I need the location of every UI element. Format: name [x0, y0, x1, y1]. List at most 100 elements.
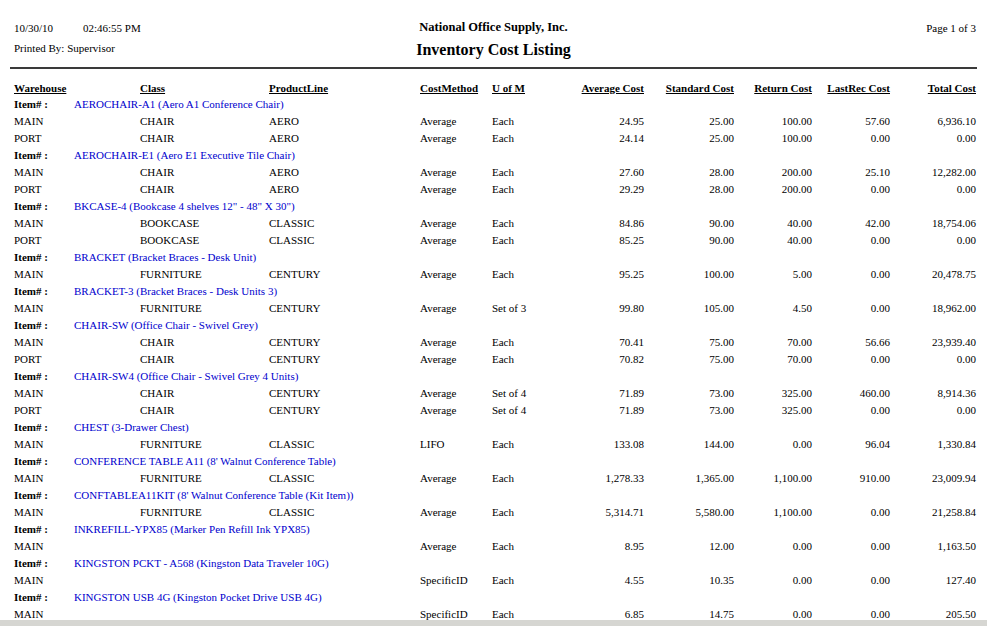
item-code-link[interactable]: AEROCHAIR-A1 (Aero A1 Conference Chair): [74, 96, 284, 113]
cell-average-cost: 24.95: [552, 113, 644, 130]
col-header-lastrec-cost: LastRec Cost: [812, 80, 890, 97]
cell-return-cost: 40.00: [734, 215, 812, 232]
cell-class: CHAIR: [140, 113, 269, 130]
item-code-link[interactable]: CONFTABLEA11KIT (8' Walnut Conference Ta…: [74, 487, 353, 504]
cell-class: CHAIR: [140, 351, 269, 368]
item-number-label: Item# :: [14, 487, 74, 504]
cell-uofm: Each: [492, 351, 552, 368]
cell-costmethod: Average: [420, 504, 492, 521]
cell-costmethod: SpecificID: [420, 572, 492, 589]
cell-costmethod: LIFO: [420, 436, 492, 453]
cell-productline: CENTURY: [269, 385, 420, 402]
cell-average-cost: 95.25: [552, 266, 644, 283]
cell-productline: CENTURY: [269, 266, 420, 283]
warehouse-data-row: MAIN FURNITURE CENTURY Average Set of 3 …: [0, 300, 987, 317]
item-number-label: Item# :: [14, 317, 74, 334]
cell-lastrec-cost: 460.00: [812, 385, 890, 402]
cell-lastrec-cost: 0.00: [812, 181, 890, 198]
col-header-costmethod: CostMethod: [420, 80, 492, 97]
warehouse-data-row: PORT CHAIR AERO Average Each 24.14 25.00…: [0, 130, 987, 147]
cell-return-cost: 100.00: [734, 113, 812, 130]
cell-uofm: Set of 4: [492, 385, 552, 402]
cell-uofm: Each: [492, 266, 552, 283]
item-code-link[interactable]: BRACKET (Bracket Braces - Desk Unit): [74, 249, 256, 266]
item-code-link[interactable]: CONFERENCE TABLE A11 (8' Walnut Conferen…: [74, 453, 336, 470]
cell-productline: [269, 572, 420, 589]
cell-return-cost: 200.00: [734, 181, 812, 198]
cell-class: FURNITURE: [140, 470, 269, 487]
warehouse-data-row: MAIN FURNITURE CLASSIC Average Each 1,27…: [0, 470, 987, 487]
cell-standard-cost: 90.00: [644, 232, 734, 249]
cell-class: CHAIR: [140, 181, 269, 198]
cell-standard-cost: 1,365.00: [644, 470, 734, 487]
warehouse-data-row: MAIN FURNITURE CLASSIC Average Each 5,31…: [0, 504, 987, 521]
cell-total-cost: 23,009.94: [890, 470, 976, 487]
warehouse-data-row: PORT CHAIR AERO Average Each 29.29 28.00…: [0, 181, 987, 198]
cell-warehouse: MAIN: [14, 164, 140, 181]
item-header-row: Item# : KINGSTON USB 4G (Kingston Pocket…: [0, 589, 987, 606]
cell-total-cost: 0.00: [890, 351, 976, 368]
cell-total-cost: 21,258.84: [890, 504, 976, 521]
item-header-row: Item# : CHAIR-SW4 (Office Chair - Swivel…: [0, 368, 987, 385]
warehouse-data-row: MAIN Average Each 8.95 12.00 0.00 0.00 1…: [0, 538, 987, 555]
cell-lastrec-cost: 96.04: [812, 436, 890, 453]
cell-total-cost: 23,939.40: [890, 334, 976, 351]
cell-average-cost: 27.60: [552, 164, 644, 181]
item-header-row: Item# : CHEST (3-Drawer Chest): [0, 419, 987, 436]
cell-standard-cost: 5,580.00: [644, 504, 734, 521]
item-code-link[interactable]: BKCASE-4 (Bookcase 4 shelves 12" - 48" X…: [74, 198, 295, 215]
item-number-label: Item# :: [14, 555, 74, 572]
warehouse-data-row: MAIN CHAIR AERO Average Each 27.60 28.00…: [0, 164, 987, 181]
item-code-link[interactable]: KINGSTON PCKT - A568 (Kingston Data Trav…: [74, 555, 329, 572]
item-code-link[interactable]: KINGSTON USB 4G (Kingston Pocket Drive U…: [74, 589, 322, 606]
cell-total-cost: 18,754.06: [890, 215, 976, 232]
cell-return-cost: 0.00: [734, 436, 812, 453]
col-header-productline: ProductLine: [269, 80, 420, 97]
cell-productline: CENTURY: [269, 402, 420, 419]
cell-standard-cost: 75.00: [644, 351, 734, 368]
cell-average-cost: 70.41: [552, 334, 644, 351]
cell-warehouse: MAIN: [14, 215, 140, 232]
cell-uofm: Each: [492, 181, 552, 198]
cell-uofm: Each: [492, 504, 552, 521]
cell-productline: CLASSIC: [269, 215, 420, 232]
cell-return-cost: 1,100.00: [734, 470, 812, 487]
cell-return-cost: 1,100.00: [734, 504, 812, 521]
item-code-link[interactable]: INKREFILL-YPX85 (Marker Pen Refill Ink Y…: [74, 521, 310, 538]
item-code-link[interactable]: AEROCHAIR-E1 (Aero E1 Executive Tile Cha…: [74, 147, 295, 164]
cell-uofm: Each: [492, 436, 552, 453]
cell-costmethod: Average: [420, 334, 492, 351]
cell-return-cost: 0.00: [734, 538, 812, 555]
cell-lastrec-cost: 0.00: [812, 232, 890, 249]
cell-return-cost: 5.00: [734, 266, 812, 283]
cell-lastrec-cost: 25.10: [812, 164, 890, 181]
cell-standard-cost: 25.00: [644, 113, 734, 130]
cell-class: [140, 538, 269, 555]
cell-warehouse: MAIN: [14, 334, 140, 351]
item-code-link[interactable]: CHAIR-SW (Office Chair - Swivel Grey): [74, 317, 258, 334]
inventory-cost-listing-report: 10/30/10 02:46:55 PM Printed By: Supervi…: [0, 0, 987, 626]
cell-warehouse: PORT: [14, 232, 140, 249]
cell-average-cost: 24.14: [552, 130, 644, 147]
cell-class: [140, 572, 269, 589]
cell-total-cost: 8,914.36: [890, 385, 976, 402]
cell-costmethod: Average: [420, 351, 492, 368]
item-code-link[interactable]: CHEST (3-Drawer Chest): [74, 419, 189, 436]
warehouse-data-row: PORT CHAIR CENTURY Average Set of 4 71.8…: [0, 402, 987, 419]
cell-productline: CLASSIC: [269, 436, 420, 453]
item-code-link[interactable]: CHAIR-SW4 (Office Chair - Swivel Grey 4 …: [74, 368, 298, 385]
item-code-link[interactable]: BRACKET-3 (Bracket Braces - Desk Units 3…: [74, 283, 277, 300]
item-header-row: Item# : CONFERENCE TABLE A11 (8' Walnut …: [0, 453, 987, 470]
cell-standard-cost: 25.00: [644, 130, 734, 147]
cell-costmethod: Average: [420, 538, 492, 555]
cell-lastrec-cost: 0.00: [812, 538, 890, 555]
cell-costmethod: Average: [420, 470, 492, 487]
cell-return-cost: 70.00: [734, 334, 812, 351]
cell-return-cost: 200.00: [734, 164, 812, 181]
cell-average-cost: 29.29: [552, 181, 644, 198]
warehouse-data-row: MAIN SpecificID Each 4.55 10.35 0.00 0.0…: [0, 572, 987, 589]
warehouse-data-row: MAIN FURNITURE CLASSIC LIFO Each 133.08 …: [0, 436, 987, 453]
cell-productline: CLASSIC: [269, 232, 420, 249]
cell-class: CHAIR: [140, 385, 269, 402]
item-header-row: Item# : CHAIR-SW (Office Chair - Swivel …: [0, 317, 987, 334]
